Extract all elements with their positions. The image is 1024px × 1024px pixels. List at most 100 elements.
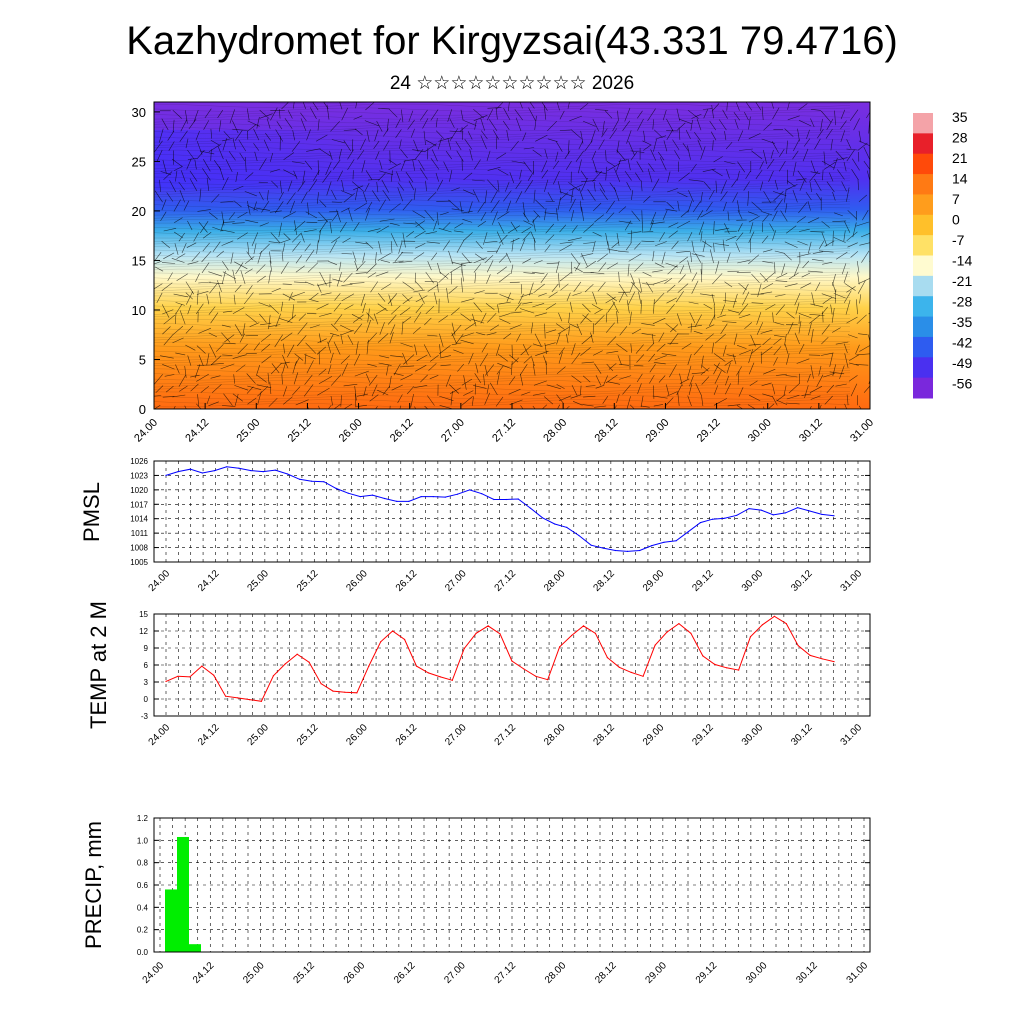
precip-y-tick-label: 0.8 (137, 859, 149, 868)
field-contour-line (154, 234, 851, 239)
wind-vector (307, 262, 319, 273)
wind-vector (653, 129, 663, 138)
wind-vector (697, 210, 704, 220)
wind-vector (353, 185, 364, 191)
wind-vector (599, 188, 608, 201)
wind-vector (366, 130, 370, 142)
wind-vector (532, 392, 546, 396)
wind-vector (389, 331, 394, 344)
wind-vector (696, 118, 702, 131)
wind-vector (419, 109, 428, 121)
wind-vector (652, 395, 668, 399)
wind-vector (653, 292, 665, 305)
wind-vector (259, 222, 269, 227)
wind-vector (269, 260, 273, 272)
wind-vector (412, 149, 426, 153)
wind-vector (691, 280, 699, 294)
wind-vector (154, 266, 164, 272)
wind-vector (653, 385, 655, 399)
wind-vector (287, 180, 293, 192)
wind-vector (778, 161, 786, 172)
wind-vector (522, 212, 530, 222)
wind-vector (677, 391, 680, 406)
wind-vector (796, 216, 806, 223)
pmsl-point (809, 510, 811, 512)
wind-vector (641, 333, 656, 336)
wind-vector (373, 140, 380, 149)
wind-vector (661, 251, 666, 265)
wind-vector (173, 231, 183, 238)
wind-vector (531, 357, 535, 366)
wind-vector (196, 403, 202, 409)
wind-vector (291, 291, 306, 298)
wind-vector (425, 180, 427, 192)
wind-vector (200, 385, 210, 393)
pmsl-x-tick-label: 27.00 (443, 568, 469, 594)
wind-vector (523, 147, 535, 150)
wind-vector (188, 118, 197, 130)
wind-vector (280, 261, 289, 274)
temp-x-tick-label: 29.00 (641, 722, 667, 748)
wind-vector (510, 221, 518, 232)
wind-vector (258, 191, 264, 201)
wind-vector (343, 272, 353, 283)
wind-vector (784, 283, 798, 287)
wind-vector (283, 343, 285, 354)
wind-vector (576, 323, 583, 336)
precip-y-tick-label: 0.6 (137, 881, 149, 890)
wind-vector (193, 109, 199, 123)
pmsl-point (408, 500, 410, 502)
wind-vector (570, 394, 582, 399)
wind-vector (870, 139, 873, 151)
wind-vector (556, 384, 565, 389)
wind-vector (784, 128, 794, 137)
colorbar-label: -21 (952, 273, 972, 289)
wind-vector (159, 179, 161, 192)
wind-vector (843, 290, 852, 304)
wind-vector (173, 406, 176, 409)
wind-vector (785, 402, 800, 405)
temp-point (559, 646, 561, 648)
wind-vector (297, 322, 308, 335)
colorbar-label: -14 (952, 253, 972, 269)
field-x-tick-label: 30.12 (797, 417, 825, 445)
pmsl-point (165, 474, 167, 476)
wind-vector (810, 160, 816, 173)
wind-vector (426, 241, 440, 244)
wind-vector (506, 200, 512, 213)
wind-vector (737, 259, 751, 264)
wind-vector (403, 354, 415, 365)
wind-vector (816, 374, 824, 388)
wind-vector (691, 113, 702, 119)
wind-vector (689, 375, 694, 387)
wind-vector (555, 260, 560, 273)
wind-vector (617, 355, 622, 365)
wind-vector (279, 109, 281, 119)
wind-vector (462, 189, 475, 196)
wind-vector (245, 313, 257, 323)
wind-vector (399, 365, 415, 368)
wind-vector (772, 107, 780, 120)
wind-vector (415, 364, 427, 372)
wind-vector (604, 110, 613, 119)
wind-vector (568, 237, 582, 241)
wind-vector (317, 338, 327, 344)
wind-vector (556, 366, 566, 375)
pmsl-points (165, 466, 835, 553)
wind-vector (267, 372, 270, 385)
wind-vector (172, 109, 182, 119)
wind-vector (687, 231, 693, 242)
wind-vector (568, 198, 576, 212)
wind-vector (614, 168, 621, 183)
wind-vector (406, 231, 415, 238)
wind-vector (220, 363, 235, 370)
wind-vector (616, 149, 626, 161)
wind-vector (175, 170, 178, 182)
wind-vector (375, 151, 380, 160)
pmsl-x-tick-label: 26.00 (344, 568, 370, 594)
wind-vector (779, 148, 785, 157)
wind-vector (233, 294, 236, 305)
wind-vector (559, 272, 572, 282)
temp-point (654, 644, 656, 646)
